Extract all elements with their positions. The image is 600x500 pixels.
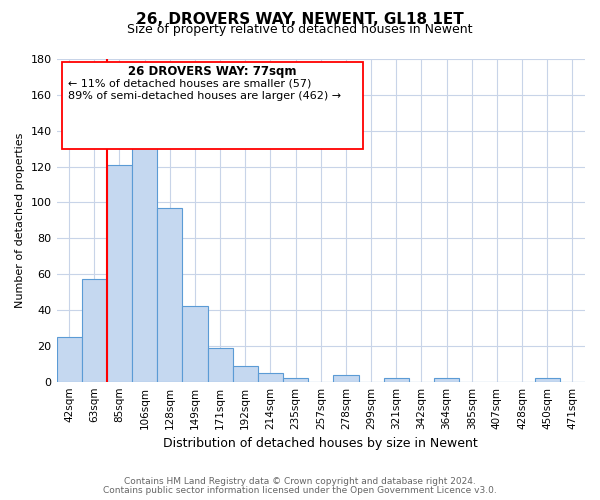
Text: Contains public sector information licensed under the Open Government Licence v3: Contains public sector information licen… — [103, 486, 497, 495]
Y-axis label: Number of detached properties: Number of detached properties — [15, 132, 25, 308]
Bar — [334, 374, 359, 382]
Text: 26 DROVERS WAY: 77sqm: 26 DROVERS WAY: 77sqm — [128, 64, 296, 78]
Bar — [182, 306, 208, 382]
Bar — [208, 348, 233, 382]
Bar — [383, 378, 409, 382]
Bar — [283, 378, 308, 382]
Bar — [107, 165, 132, 382]
Bar — [82, 280, 107, 382]
Text: 89% of semi-detached houses are larger (462) →: 89% of semi-detached houses are larger (… — [68, 90, 341, 101]
Bar — [132, 127, 157, 382]
Bar — [434, 378, 459, 382]
Bar — [258, 372, 283, 382]
Text: Contains HM Land Registry data © Crown copyright and database right 2024.: Contains HM Land Registry data © Crown c… — [124, 477, 476, 486]
X-axis label: Distribution of detached houses by size in Newent: Distribution of detached houses by size … — [163, 437, 478, 450]
Bar — [535, 378, 560, 382]
Text: Size of property relative to detached houses in Newent: Size of property relative to detached ho… — [127, 22, 473, 36]
Bar — [56, 337, 82, 382]
Bar — [233, 366, 258, 382]
Bar — [157, 208, 182, 382]
Text: ← 11% of detached houses are smaller (57): ← 11% of detached houses are smaller (57… — [68, 78, 311, 88]
Text: 26, DROVERS WAY, NEWENT, GL18 1ET: 26, DROVERS WAY, NEWENT, GL18 1ET — [136, 12, 464, 28]
